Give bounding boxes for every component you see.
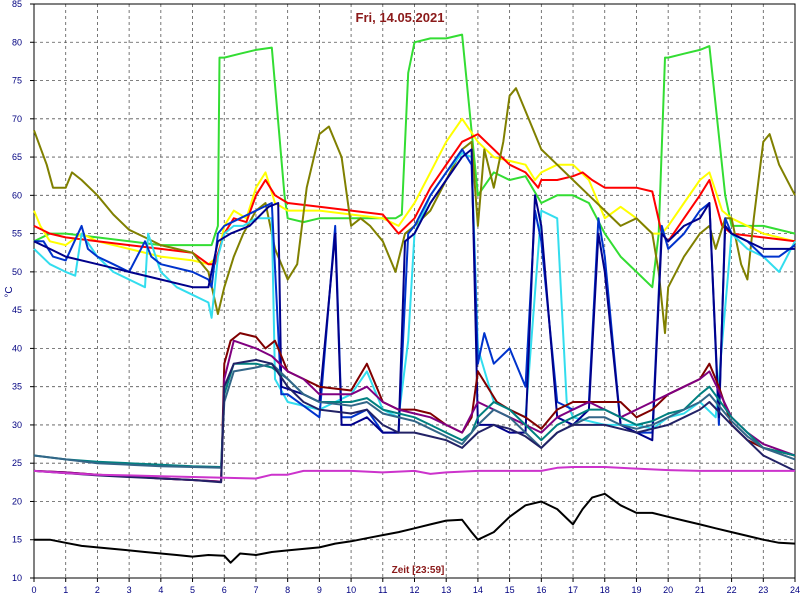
x-axis-label: Zeit [23:59] — [392, 565, 445, 576]
x-tick-label: 17 — [568, 585, 578, 595]
series-line-14 — [34, 492, 796, 564]
y-tick-label: 85 — [12, 0, 22, 9]
y-tick-label: 30 — [12, 420, 22, 430]
x-tick-label: 0 — [31, 585, 36, 595]
x-tick-label: 4 — [158, 585, 163, 595]
x-tick-label: 12 — [409, 585, 419, 595]
x-tick-label: 6 — [222, 585, 227, 595]
x-tick-label: 23 — [758, 585, 768, 595]
x-tick-label: 19 — [631, 585, 641, 595]
x-tick-label: 11 — [378, 585, 387, 595]
series-line-6 — [34, 148, 796, 434]
y-tick-label: 20 — [12, 496, 22, 506]
x-tick-label: 7 — [253, 585, 258, 595]
y-tick-label: 15 — [12, 535, 22, 545]
series-line-5 — [33, 152, 796, 430]
y-tick-label: 55 — [12, 229, 22, 239]
y-tick-label: 10 — [12, 573, 22, 583]
x-tick-label: 16 — [536, 585, 546, 595]
x-tick-label: 22 — [727, 585, 737, 595]
x-axis: 0 1 2 3 4 5 6 7 8 9 10 11 12 13 14 15 16 17 18 19 20 21 22 23 24 — [31, 578, 800, 595]
chart-grid — [34, 4, 795, 578]
x-tick-label: 5 — [190, 585, 195, 595]
x-tick-label: 18 — [600, 585, 610, 595]
series-line-13 — [33, 466, 795, 480]
y-tick-label: 45 — [12, 305, 22, 315]
series-line-7 — [33, 148, 795, 442]
x-tick-label: 15 — [505, 585, 515, 595]
x-tick-label: 8 — [285, 585, 290, 595]
series-line-1 — [33, 33, 796, 289]
y-tick-label: 25 — [12, 458, 22, 468]
y-axis-label: °C — [4, 286, 15, 297]
x-tick-label: 21 — [695, 585, 705, 595]
y-tick-label: 70 — [12, 114, 22, 124]
y-tick-label: 60 — [12, 190, 22, 200]
x-tick-label: 3 — [127, 585, 132, 595]
x-tick-label: 24 — [790, 585, 800, 595]
x-tick-label: 2 — [95, 585, 100, 595]
x-tick-label: 9 — [317, 585, 322, 595]
x-tick-label: 14 — [473, 585, 483, 595]
x-tick-label: 10 — [346, 585, 356, 595]
y-tick-label: 35 — [12, 382, 22, 392]
series-layer — [33, 33, 796, 564]
series-line-4 — [33, 87, 796, 335]
y-tick-label: 65 — [12, 152, 22, 162]
x-tick-label: 1 — [63, 585, 68, 595]
chart-title: Fri, 14.05.2021 — [356, 10, 445, 25]
y-tick-label: 50 — [12, 267, 22, 277]
series-line-12 — [33, 358, 796, 484]
y-tick-label: 40 — [12, 343, 22, 353]
y-tick-label: 80 — [12, 37, 22, 47]
y-tick-label: 75 — [12, 76, 22, 86]
y-axis: 10 15 20 25 30 35 40 45 50 55 60 65 70 75 80 85 — [12, 0, 34, 583]
x-tick-label: 20 — [663, 585, 673, 595]
x-tick-label: 13 — [441, 585, 451, 595]
